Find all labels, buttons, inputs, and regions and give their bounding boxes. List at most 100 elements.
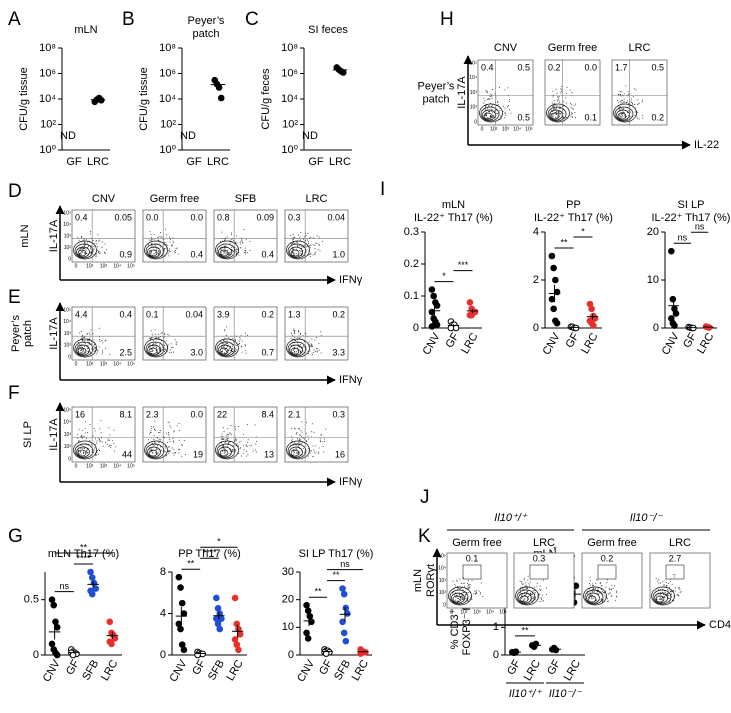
y-tick-label: 0 bbox=[653, 322, 659, 334]
event-dot bbox=[168, 251, 170, 253]
event-dot bbox=[293, 348, 295, 350]
event-dot bbox=[637, 117, 639, 119]
x-tick-label: 0 bbox=[75, 361, 78, 367]
event-dot bbox=[236, 242, 238, 244]
event-dot bbox=[78, 332, 80, 334]
event-dot bbox=[87, 344, 89, 346]
event-dot bbox=[302, 335, 304, 337]
event-dot bbox=[240, 345, 242, 347]
event-dot bbox=[255, 443, 257, 445]
event-dot bbox=[524, 585, 526, 587]
y-tick-label: 10 bbox=[282, 621, 294, 633]
event-dot bbox=[312, 254, 314, 256]
event-dot bbox=[533, 596, 535, 598]
event-dot bbox=[460, 587, 462, 589]
y-axis-label: IL-17A bbox=[48, 219, 60, 252]
event-dot bbox=[81, 336, 83, 338]
y-tick-label: 0 bbox=[68, 456, 71, 462]
event-dot bbox=[524, 594, 526, 596]
data-point bbox=[177, 625, 184, 633]
event-dot bbox=[108, 445, 110, 447]
event-dot bbox=[312, 445, 314, 447]
event-dot bbox=[540, 597, 542, 599]
event-dot bbox=[641, 101, 643, 103]
contour bbox=[148, 249, 158, 257]
x-tick-label: GF bbox=[545, 658, 563, 677]
event-dot bbox=[171, 447, 173, 449]
event-dot bbox=[298, 427, 300, 429]
event-dot bbox=[255, 440, 257, 442]
event-dot bbox=[488, 117, 490, 119]
event-dot bbox=[606, 600, 608, 602]
event-dot bbox=[156, 447, 158, 449]
event-dot bbox=[173, 448, 175, 450]
event-dot bbox=[554, 107, 556, 109]
event-dot bbox=[106, 443, 108, 445]
data-point bbox=[175, 573, 183, 581]
event-dot bbox=[223, 348, 225, 350]
event-dot bbox=[84, 340, 86, 342]
event-dot bbox=[115, 446, 117, 448]
event-dot bbox=[293, 442, 295, 444]
significance-label: **** bbox=[202, 548, 217, 558]
y-tick-label: 10³ bbox=[470, 90, 478, 96]
event-dot bbox=[181, 455, 183, 457]
event-dot bbox=[83, 336, 85, 338]
event-dot bbox=[606, 579, 608, 581]
event-dot bbox=[175, 247, 177, 249]
event-dot bbox=[299, 337, 301, 339]
event-dot bbox=[181, 443, 183, 445]
event-dot bbox=[154, 420, 156, 422]
event-dot bbox=[87, 432, 89, 434]
event-dot bbox=[167, 333, 169, 335]
event-dot bbox=[157, 445, 159, 447]
event-dot bbox=[605, 586, 607, 588]
event-dot bbox=[104, 252, 106, 254]
event-dot bbox=[78, 347, 80, 349]
event-dot bbox=[167, 450, 169, 452]
event-dot bbox=[254, 424, 256, 426]
event-dot bbox=[165, 248, 167, 250]
event-dot bbox=[163, 345, 165, 347]
event-dot bbox=[95, 255, 97, 257]
y-tick-label: 10² bbox=[64, 343, 72, 349]
event-dot bbox=[476, 590, 478, 592]
flow-events bbox=[479, 86, 512, 123]
event-dot bbox=[300, 232, 302, 234]
quadrant-value: 0.0 bbox=[190, 409, 203, 419]
event-dot bbox=[86, 452, 88, 454]
contour bbox=[483, 112, 493, 120]
quadrant-value: 19 bbox=[193, 449, 203, 459]
x-tick-label: LRC bbox=[99, 658, 120, 683]
flow-plot-frame bbox=[284, 209, 349, 263]
event-dot bbox=[673, 576, 675, 578]
event-dot bbox=[291, 440, 293, 442]
x-tick-label: 10⁵ bbox=[127, 263, 135, 269]
event-dot bbox=[82, 247, 84, 249]
event-dot bbox=[152, 343, 154, 345]
event-dot bbox=[230, 234, 232, 236]
event-dot bbox=[300, 430, 302, 432]
event-dot bbox=[85, 420, 87, 422]
event-dot bbox=[301, 431, 303, 433]
event-dot bbox=[553, 108, 555, 110]
column-title: Germ free bbox=[452, 537, 502, 549]
event-dot bbox=[505, 112, 507, 114]
event-dot bbox=[93, 245, 95, 247]
x-tick-label: LRC bbox=[459, 331, 480, 356]
event-dot bbox=[674, 587, 676, 589]
event-dot bbox=[222, 350, 224, 352]
event-dot bbox=[84, 345, 86, 347]
event-dot bbox=[237, 249, 239, 251]
event-dot bbox=[459, 578, 461, 580]
event-dot bbox=[674, 574, 676, 576]
event-dot bbox=[81, 349, 83, 351]
event-dot bbox=[314, 247, 316, 249]
y-tick-label: 20 bbox=[647, 226, 659, 238]
event-dot bbox=[172, 240, 174, 242]
event-dot bbox=[663, 595, 665, 597]
event-dot bbox=[603, 599, 605, 601]
event-dot bbox=[159, 246, 161, 248]
event-dot bbox=[148, 439, 150, 441]
event-dot bbox=[172, 237, 174, 239]
